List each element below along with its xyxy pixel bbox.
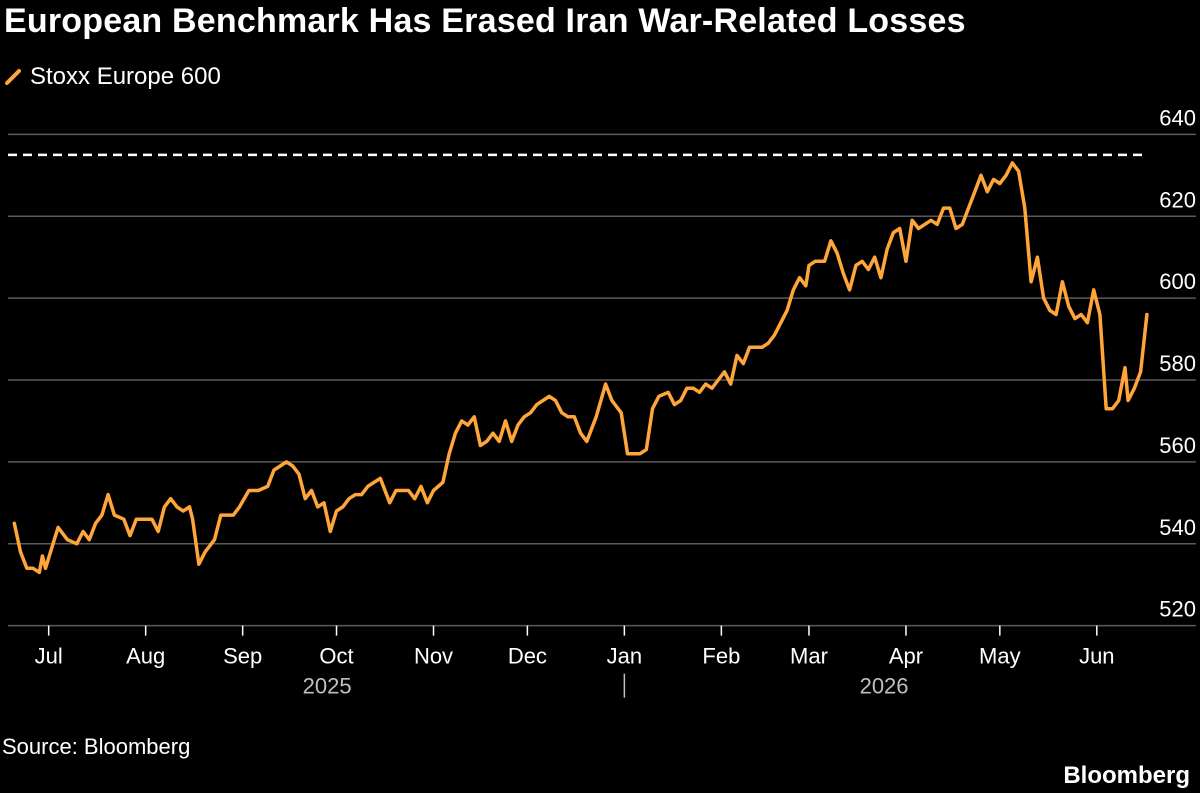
y-tick-label: 640 xyxy=(1159,105,1196,130)
x-tick-label: May xyxy=(979,644,1021,669)
x-tick-label: Mar xyxy=(790,644,828,669)
y-tick-label: 560 xyxy=(1159,433,1196,458)
y-tick-label: 600 xyxy=(1159,269,1196,294)
x-tick-label: Jan xyxy=(607,644,642,669)
x-tick-label: Dec xyxy=(508,644,547,669)
legend-swatch-icon xyxy=(5,69,21,85)
x-tick-label: Feb xyxy=(702,644,740,669)
chart-title: European Benchmark Has Erased Iran War-R… xyxy=(4,2,966,40)
x-tick-label: Jul xyxy=(35,644,63,669)
x-tick-label: Apr xyxy=(889,644,923,669)
x-tick-label: Sep xyxy=(223,644,262,669)
series-line xyxy=(12,161,1149,575)
y-tick-label: 540 xyxy=(1159,515,1196,540)
year-label: 2025 xyxy=(303,674,352,699)
year-label: 2026 xyxy=(860,674,909,699)
legend-label: Stoxx Europe 600 xyxy=(30,63,221,90)
x-tick-label: Oct xyxy=(319,644,353,669)
legend: Stoxx Europe 600 xyxy=(4,62,221,92)
y-tick-label: 580 xyxy=(1159,351,1196,376)
x-tick-label: Jun xyxy=(1079,644,1114,669)
x-tick-label: Aug xyxy=(126,644,165,669)
y-tick-label: 620 xyxy=(1159,187,1196,212)
source-note: Source: Bloomberg xyxy=(2,734,191,759)
x-tick-label: Nov xyxy=(414,644,453,669)
brand-logo: Bloomberg xyxy=(1063,762,1190,789)
y-tick-label: 520 xyxy=(1159,597,1196,622)
